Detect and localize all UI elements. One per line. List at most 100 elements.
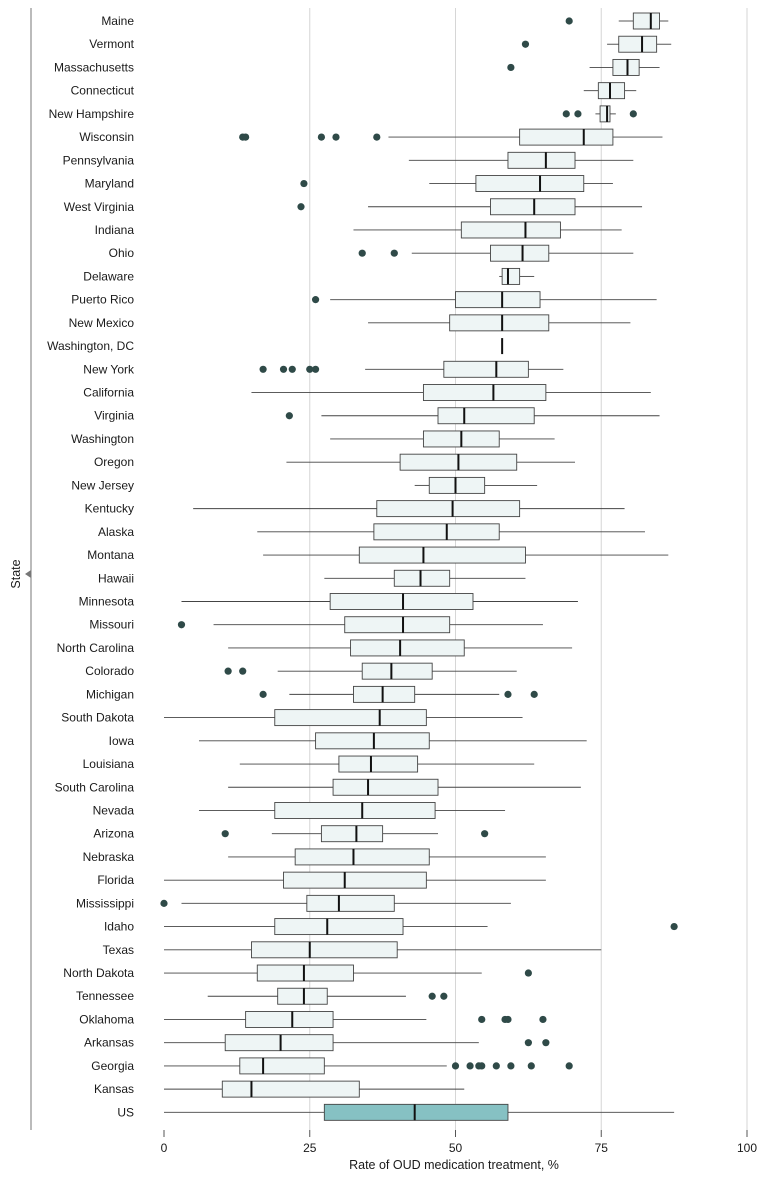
outlier-idaho-0 — [670, 922, 678, 931]
state-label-north-carolina: North Carolina — [57, 641, 135, 655]
state-label-louisiana: Louisiana — [83, 757, 135, 771]
box-massachusetts — [507, 58, 660, 76]
box-hawaii — [324, 569, 526, 587]
state-label-delaware: Delaware — [83, 269, 134, 283]
y-axis-marker — [25, 570, 31, 578]
state-label-colorado: Colorado — [85, 664, 134, 678]
x-tick-label-75: 75 — [595, 1141, 609, 1155]
iqr-box-indiana — [460, 221, 561, 239]
outlier-wisconsin-1 — [242, 133, 250, 141]
state-label-missouri: Missouri — [89, 618, 134, 632]
state-label-florida: Florida — [97, 873, 134, 887]
state-label-nevada: Nevada — [93, 803, 135, 817]
outlier-georgia-6 — [527, 1062, 535, 1070]
box-nevada — [198, 802, 506, 819]
box-oklahoma — [164, 1011, 547, 1028]
box-california — [251, 384, 651, 401]
box-delaware — [499, 267, 535, 285]
iqr-box-delaware — [501, 267, 521, 285]
iqr-box-mississippi — [306, 894, 395, 912]
state-label-new-york: New York — [83, 362, 135, 376]
iqr-box-massachusetts — [612, 58, 640, 76]
iqr-box-georgia — [239, 1057, 325, 1075]
iqr-box-alaska — [373, 523, 500, 541]
outlier-wisconsin-4 — [373, 133, 381, 141]
state-label-georgia: Georgia — [91, 1059, 134, 1073]
state-label-washington-dc: Washington, DC — [47, 339, 134, 353]
state-label-west-virginia: West Virginia — [64, 200, 135, 214]
box-montana — [263, 546, 669, 564]
outlier-oklahoma-2 — [504, 1015, 512, 1024]
iqr-box-wisconsin — [519, 128, 614, 146]
outlier-arizona-0 — [221, 830, 229, 838]
iqr-box-hawaii — [393, 569, 451, 587]
x-tick-label-25: 25 — [303, 1141, 317, 1155]
outlier-new-hampshire-0 — [562, 110, 570, 118]
box-puerto-rico — [311, 291, 657, 309]
state-labels: Maine Vermont Massachusetts Connecticut New … — [47, 14, 135, 1119]
iqr-box-new-hampshire — [599, 105, 611, 123]
iqr-box-south-carolina — [332, 778, 439, 796]
box-minnesota — [181, 593, 578, 610]
outlier-new-hampshire-2 — [629, 110, 637, 118]
state-label-new-jersey: New Jersey — [71, 478, 134, 492]
state-label-new-hampshire: New Hampshire — [49, 107, 135, 121]
iqr-box-connecticut — [597, 82, 626, 100]
box-us — [164, 1103, 675, 1121]
state-label-connecticut: Connecticut — [71, 84, 135, 98]
state-label-alaska: Alaska — [98, 525, 134, 539]
iqr-box-kansas — [221, 1080, 360, 1098]
state-label-us: US — [117, 1105, 134, 1119]
state-label-montana: Montana — [87, 548, 134, 562]
outlier-arkansas-0 — [524, 1039, 532, 1047]
box-mississippi — [160, 894, 511, 912]
iqr-box-vermont — [618, 35, 658, 53]
box-new-mexico — [368, 314, 631, 332]
iqr-box-tennessee — [277, 987, 328, 1005]
state-label-south-dakota: South Dakota — [61, 711, 134, 725]
box-texas — [164, 941, 602, 959]
iqr-box-north-dakota — [256, 964, 354, 982]
x-tick-label-50: 50 — [449, 1141, 463, 1155]
state-label-hawaii: Hawaii — [98, 571, 134, 585]
box-maryland — [300, 175, 613, 192]
outlier-georgia-0 — [451, 1062, 460, 1070]
iqr-box-new-jersey — [428, 476, 486, 494]
state-label-ohio: Ohio — [109, 246, 135, 260]
outlier-wisconsin-2 — [317, 133, 326, 141]
box-colorado — [224, 662, 517, 680]
box-north-dakota — [164, 964, 532, 982]
outlier-new-york-0 — [259, 365, 267, 373]
outlier-north-dakota-0 — [524, 969, 532, 977]
state-label-pennsylvania: Pennsylvania — [63, 153, 135, 167]
outlier-mississippi-0 — [160, 899, 168, 907]
box-arkansas — [164, 1034, 550, 1052]
state-label-oregon: Oregon — [94, 455, 134, 469]
state-label-minnesota: Minnesota — [79, 595, 135, 609]
box-michigan — [259, 685, 538, 703]
iqr-box-puerto-rico — [455, 291, 541, 309]
state-label-new-mexico: New Mexico — [69, 316, 135, 330]
iqr-box-maine — [632, 12, 661, 30]
state-label-massachusetts: Massachusetts — [54, 60, 134, 74]
outlier-oklahoma-3 — [539, 1015, 547, 1024]
outlier-oklahoma-0 — [478, 1015, 486, 1024]
state-label-washington: Washington — [71, 432, 134, 446]
state-label-arkansas: Arkansas — [84, 1036, 134, 1050]
box-tennessee — [207, 987, 448, 1005]
iqr-box-florida — [283, 871, 427, 889]
box-ohio — [358, 244, 634, 262]
state-label-texas: Texas — [103, 943, 134, 957]
x-tick-label-0: 0 — [161, 1141, 168, 1155]
outlier-colorado-1 — [239, 667, 247, 675]
box-pennsylvania — [408, 151, 634, 169]
iqr-box-new-york — [443, 360, 529, 378]
outlier-michigan-1 — [504, 690, 512, 698]
box-alaska — [257, 523, 645, 541]
outlier-new-york-3 — [306, 365, 314, 373]
outlier-new-hampshire-1 — [574, 110, 582, 118]
box-west-virginia — [297, 198, 643, 216]
outlier-colorado-0 — [224, 667, 232, 675]
outlier-vermont-0 — [521, 40, 530, 48]
outlier-georgia-5 — [507, 1062, 515, 1070]
